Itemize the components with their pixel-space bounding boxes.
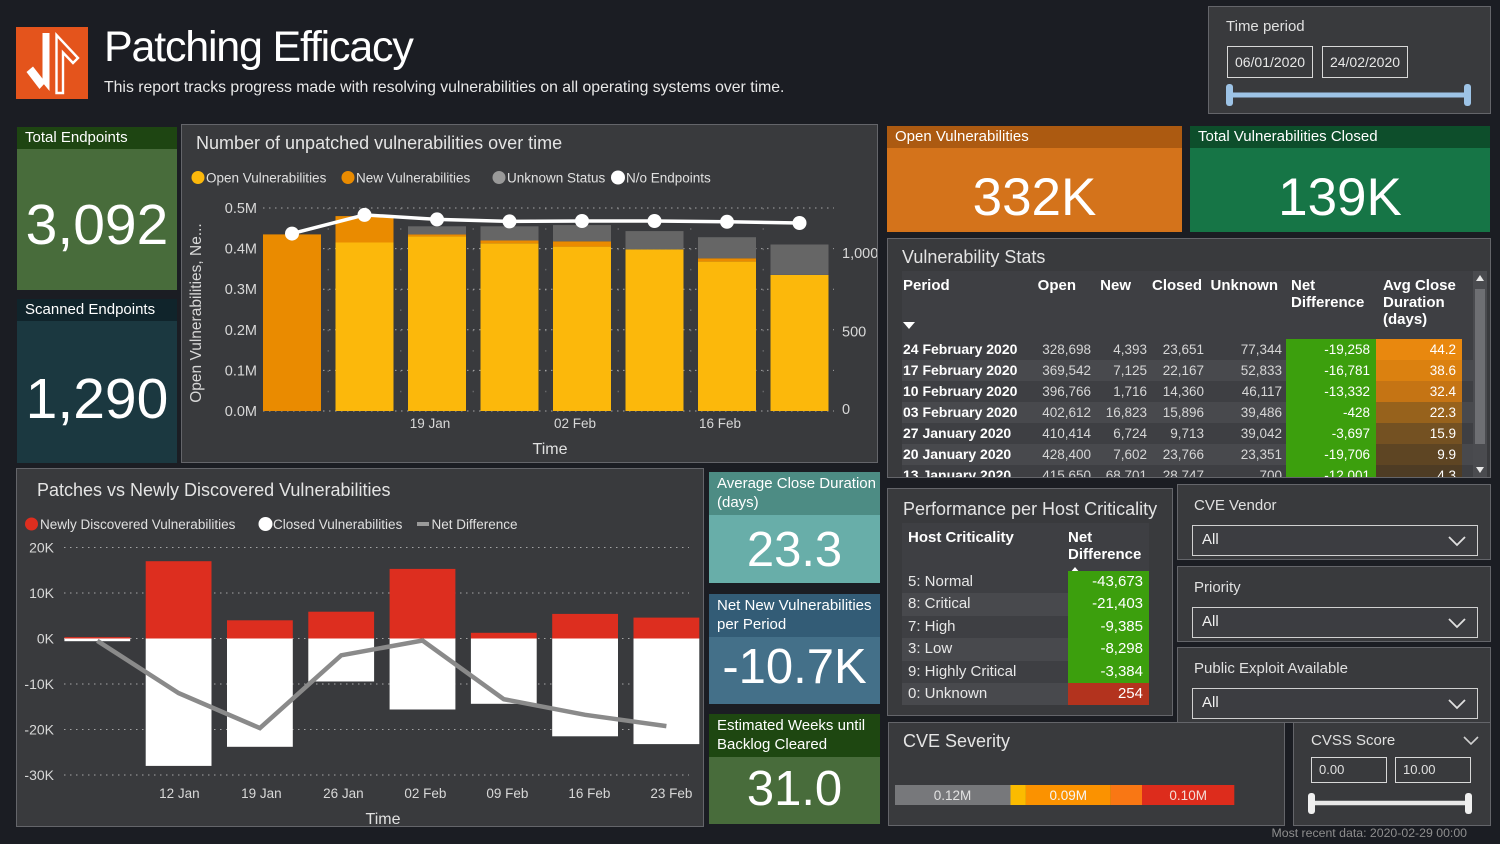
svg-text:12 Jan: 12 Jan — [159, 786, 200, 801]
svg-text:0.10M: 0.10M — [1169, 788, 1207, 803]
svg-text:10K: 10K — [29, 585, 55, 601]
svg-text:20K: 20K — [29, 540, 55, 556]
svg-text:0.2M: 0.2M — [225, 323, 257, 339]
svg-text:26 Jan: 26 Jan — [323, 786, 364, 801]
svg-text:0.09M: 0.09M — [1050, 788, 1088, 803]
svg-text:N/o Endpoints: N/o Endpoints — [626, 171, 711, 186]
svg-text:0.12M: 0.12M — [934, 788, 972, 803]
svg-text:Closed Vulnerabilities: Closed Vulnerabilities — [273, 517, 403, 532]
svg-text:0: 0 — [842, 402, 850, 418]
svg-text:Open Vulnerabilities, Ne...: Open Vulnerabilities, Ne... — [188, 223, 205, 403]
svg-text:-10K: -10K — [24, 676, 54, 692]
svg-text:Open Vulnerabilities: Open Vulnerabilities — [206, 171, 327, 186]
svg-text:1,000: 1,000 — [842, 246, 877, 262]
svg-text:0.0M: 0.0M — [225, 404, 257, 420]
svg-text:02 Feb: 02 Feb — [404, 786, 446, 801]
svg-text:02 Feb: 02 Feb — [554, 416, 596, 431]
svg-text:16 Feb: 16 Feb — [699, 416, 741, 431]
svg-text:19 Jan: 19 Jan — [241, 786, 282, 801]
svg-text:0.1M: 0.1M — [225, 363, 257, 379]
svg-text:0K: 0K — [37, 631, 55, 647]
svg-text:19 Jan: 19 Jan — [410, 416, 451, 431]
svg-text:Net Difference: Net Difference — [432, 517, 518, 532]
svg-text:New Vulnerabilities: New Vulnerabilities — [356, 171, 471, 186]
svg-text:0.3M: 0.3M — [225, 282, 257, 298]
svg-text:16 Feb: 16 Feb — [568, 786, 610, 801]
svg-text:09 Feb: 09 Feb — [486, 786, 528, 801]
svg-text:0.5M: 0.5M — [225, 201, 257, 217]
svg-text:Newly Discovered Vulnerabiliti: Newly Discovered Vulnerabilities — [40, 517, 236, 532]
svg-text:-20K: -20K — [24, 722, 54, 738]
svg-text:23 Feb: 23 Feb — [650, 786, 692, 801]
svg-text:Time: Time — [366, 811, 401, 826]
svg-text:0.4M: 0.4M — [225, 242, 257, 258]
svg-text:500: 500 — [842, 325, 866, 341]
svg-text:Time: Time — [533, 441, 568, 458]
svg-text:-30K: -30K — [24, 767, 54, 783]
svg-text:Unknown Status: Unknown Status — [507, 171, 606, 186]
